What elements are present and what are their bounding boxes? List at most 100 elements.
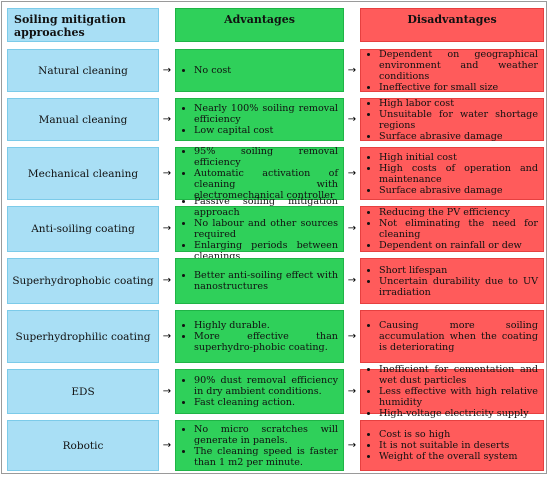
disadvantage-item: Reducing the PV efficiency xyxy=(379,207,538,218)
approach-name: Robotic xyxy=(62,439,104,452)
header-approaches-label: Soiling mitigation approaches xyxy=(14,13,126,39)
approach-name: Anti-soiling coating xyxy=(31,223,135,235)
advantages-list: 90% dust removal efficiency in dry ambie… xyxy=(176,375,343,408)
disadvantages-cell: Reducing the PV efficiencyNot eliminatin… xyxy=(360,206,544,252)
disadvantage-item: Unsuitable for water shortage regions xyxy=(379,109,538,131)
approach-cell: EDS xyxy=(7,369,159,414)
disadvantages-list: Inefficient for cementation and wet dust… xyxy=(361,364,543,419)
disadvantage-item: Less effective with high relative humidi… xyxy=(379,386,538,408)
arrow-icon: → xyxy=(347,64,357,76)
advantages-cell: Highly durable.More effective than super… xyxy=(175,310,344,363)
disadvantages-list: Cost is so highIt is not suitable in des… xyxy=(361,429,543,462)
disadvantage-item: Dependent on geographical environment an… xyxy=(379,49,538,82)
disadvantage-item: Uncertain durability due to UV irradiati… xyxy=(379,276,538,298)
approach-cell: Manual cleaning xyxy=(7,98,159,141)
advantage-item: The cleaning speed is faster than 1 m2 p… xyxy=(194,446,338,468)
disadvantage-item: Ineffective for small size xyxy=(379,82,538,93)
approach-name: Mechanical cleaning xyxy=(27,167,139,180)
approach-cell: Mechanical cleaning xyxy=(7,147,159,200)
arrow-icon: → xyxy=(162,113,172,125)
advantages-cell: Passive soiling mitigation approachNo la… xyxy=(175,196,344,262)
arrow-icon: → xyxy=(347,113,357,125)
approach-cell: Robotic xyxy=(7,420,159,471)
arrow-icon: → xyxy=(347,385,357,397)
approach-name: Natural cleaning xyxy=(38,64,128,77)
advantages-cell: Better anti-soiling effect with nanostru… xyxy=(175,258,344,304)
disadvantages-list: Reducing the PV efficiencyNot eliminatin… xyxy=(361,207,543,251)
disadvantage-item: High labor cost xyxy=(379,98,538,109)
advantage-item: 90% dust removal efficiency in dry ambie… xyxy=(194,375,338,397)
advantage-item: Enlarging periods between cleanings xyxy=(194,240,338,262)
disadvantages-cell: Short lifespanUncertain durability due t… xyxy=(360,258,544,304)
approach-cell: Superhydrophilic coating xyxy=(7,310,159,363)
arrow-icon: → xyxy=(162,64,172,76)
header-disadvantages: Disadvantages xyxy=(360,8,544,42)
disadvantage-item: Cost is so high xyxy=(379,429,538,440)
advantage-item: Nearly 100% soiling removal efficiency xyxy=(194,103,338,125)
disadvantages-cell: Inefficient for cementation and wet dust… xyxy=(360,364,544,419)
disadvantages-cell: Cost is so highIt is not suitable in des… xyxy=(360,420,544,471)
advantage-item: 95% soiling removal efficiency xyxy=(194,146,338,168)
advantages-cell: 90% dust removal efficiency in dry ambie… xyxy=(175,369,344,414)
advantages-list: No cost xyxy=(176,65,343,76)
header-approaches: Soiling mitigation approaches xyxy=(7,8,159,42)
advantages-cell: 95% soiling removal efficiencyAutomatic … xyxy=(175,146,344,201)
disadvantage-item: Surface abrasive damage xyxy=(379,131,538,142)
arrow-icon: → xyxy=(162,275,172,286)
header-advantages: Advantages xyxy=(175,8,344,42)
arrow-icon: → xyxy=(347,439,357,451)
advantage-item: Automatic activation of cleaning with el… xyxy=(194,168,338,201)
advantage-item: Highly durable. xyxy=(194,320,338,331)
disadvantages-cell: High labor costUnsuitable for water shor… xyxy=(360,98,544,142)
arrow-icon: → xyxy=(347,223,357,234)
disadvantages-cell: Dependent on geographical environment an… xyxy=(360,49,544,93)
arrow-icon: → xyxy=(347,167,357,179)
disadvantage-item: High costs of operation and maintenance xyxy=(379,163,538,185)
disadvantage-item: Weight of the overall system xyxy=(379,451,538,462)
disadvantages-cell: High initial costHigh costs of operation… xyxy=(360,147,544,200)
approach-name: Manual cleaning xyxy=(38,113,128,126)
advantages-list: Highly durable.More effective than super… xyxy=(176,320,343,353)
arrow-icon: → xyxy=(347,330,357,342)
advantages-list: Better anti-soiling effect with nanostru… xyxy=(176,270,343,292)
advantages-list: Passive soiling mitigation approachNo la… xyxy=(176,196,343,262)
approach-cell: Natural cleaning xyxy=(7,49,159,92)
disadvantage-item: High-voltage electricity supply xyxy=(379,408,538,419)
disadvantage-item: Short lifespan xyxy=(379,265,538,276)
advantage-item: Better anti-soiling effect with nanostru… xyxy=(194,270,338,292)
header-disadvantages-label: Disadvantages xyxy=(407,13,497,26)
disadvantages-list: Dependent on geographical environment an… xyxy=(361,49,543,93)
approach-name: Superhydrophobic coating xyxy=(12,275,154,287)
disadvantage-item: It is not suitable in deserts xyxy=(379,440,538,451)
advantage-item: No labour and other sources required xyxy=(194,218,338,240)
disadvantage-item: Not eliminating the need for cleaning xyxy=(379,218,538,240)
approach-name: Superhydrophilic coating xyxy=(15,330,151,343)
advantage-item: No micro scratches will generate in pane… xyxy=(194,424,338,446)
arrow-icon: → xyxy=(162,385,172,397)
approach-cell: Anti-soiling coating xyxy=(7,206,159,252)
header-advantages-label: Advantages xyxy=(224,13,295,26)
disadvantage-item: High initial cost xyxy=(379,152,538,163)
disadvantage-item: Dependent on rainfall or dew xyxy=(379,240,538,251)
advantage-item: More effective than superhydro-phobic co… xyxy=(194,331,338,353)
advantages-list: Nearly 100% soiling removal efficiencyLo… xyxy=(176,103,343,136)
advantage-item: Fast cleaning action. xyxy=(194,397,338,408)
advantages-cell: No cost xyxy=(175,49,344,92)
disadvantage-item: Causing more soiling accumulation when t… xyxy=(379,320,538,353)
disadvantages-list: Short lifespanUncertain durability due t… xyxy=(361,265,543,298)
disadvantage-item: Surface abrasive damage xyxy=(379,185,538,196)
approach-cell: Superhydrophobic coating xyxy=(7,258,159,304)
advantage-item: No cost xyxy=(194,65,338,76)
arrow-icon: → xyxy=(162,439,172,451)
approach-name: EDS xyxy=(71,385,95,398)
disadvantage-item: Inefficient for cementation and wet dust… xyxy=(379,364,538,386)
arrow-icon: → xyxy=(162,223,172,234)
disadvantages-cell: Causing more soiling accumulation when t… xyxy=(360,310,544,363)
arrow-icon: → xyxy=(162,330,172,342)
advantages-cell: Nearly 100% soiling removal efficiencyLo… xyxy=(175,98,344,141)
advantage-item: Passive soiling mitigation approach xyxy=(194,196,338,218)
arrow-icon: → xyxy=(347,275,357,286)
disadvantages-list: High initial costHigh costs of operation… xyxy=(361,152,543,196)
advantages-list: 95% soiling removal efficiencyAutomatic … xyxy=(176,146,343,201)
